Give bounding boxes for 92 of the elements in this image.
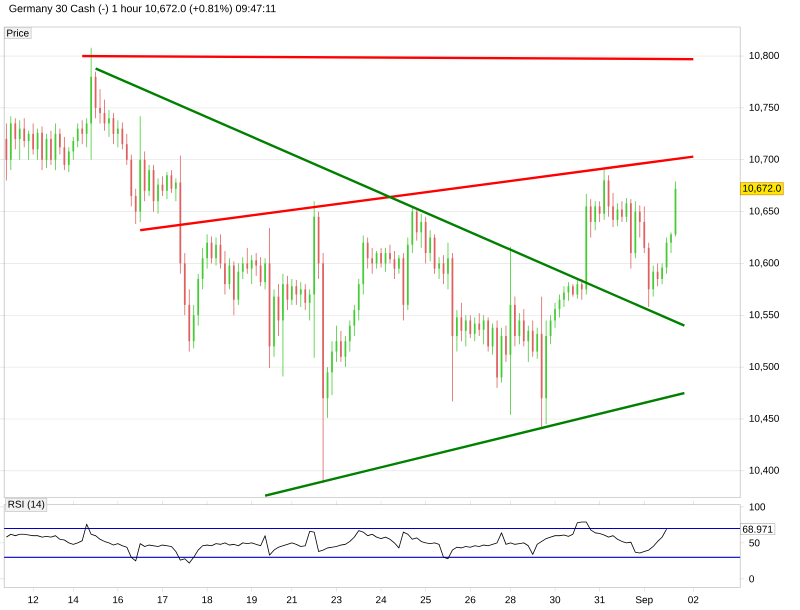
y-tick-label: 10,550 [750,311,779,320]
x-tick-label: 28 [505,596,516,604]
candlestick [572,284,574,298]
candlestick [170,170,172,194]
candlestick [46,134,48,169]
candlestick [505,325,507,362]
y-tick-label: 100 [750,504,766,511]
candlestick [550,315,552,345]
candlestick [398,254,400,274]
candlestick [492,323,494,356]
candlestick [670,232,672,254]
candlestick [206,234,208,270]
x-tick-label: 23 [331,596,342,604]
candlestick [442,254,444,285]
candlestick [59,128,61,156]
candlestick [108,110,110,138]
candlestick [166,172,168,200]
candlestick [661,263,663,285]
x-tick-label: 24 [376,596,386,604]
y-tick-label: 10,700 [750,156,779,164]
x-tick-label: 19 [246,596,257,604]
candlestick [331,340,333,396]
y-tick-label: 10,600 [750,259,779,268]
candlestick [36,128,38,160]
y-tick-label: 10,800 [750,52,779,60]
y-axis-title: Price [7,29,29,37]
candlestick [224,250,226,296]
candlestick [278,284,280,337]
x-tick-label: Sep [636,596,653,606]
candlestick [656,263,659,287]
candlestick [340,330,342,362]
candlestick [376,250,378,270]
candlestick [389,244,391,264]
candlestick [260,256,262,287]
candlestick [104,99,106,132]
candlestick [563,286,565,308]
candlestick [202,248,204,290]
candlestick [336,325,338,362]
candlestick [210,236,212,264]
candlestick [558,294,560,318]
candlestick [344,336,346,368]
candlestick [554,302,556,328]
candlestick [429,230,432,262]
y-tick-label: 10,750 [750,104,779,112]
candlestick [612,192,614,228]
candlestick [438,256,440,280]
candlestick [456,310,458,352]
candlestick [162,176,164,197]
x-tick-label: 26 [465,596,476,604]
x-tick-label: 12 [28,596,38,604]
candlestick [157,178,159,214]
candlestick [394,250,396,280]
y-tick-label: 10,400 [750,466,779,476]
y-tick-label: 10,450 [750,414,779,424]
x-tick-label: 16 [113,596,123,604]
chart-title: Germany 30 Cash (-) 1 hour 10,672.0 (+0.81%) 09:47:11 [9,4,276,14]
x-tick-label: 30 [550,596,560,604]
candlestick [626,198,628,223]
candlestick [112,112,114,145]
x-tick-label: 02 [688,596,698,604]
candlestick [228,258,230,290]
candlestick [5,123,8,182]
candlestick [264,258,266,290]
candlestick [447,242,449,290]
y-tick-label: 10,650 [750,208,779,216]
y-tick-label: 10,500 [750,363,779,372]
candlestick [616,203,618,227]
candlestick [32,123,34,156]
x-tick-label: 25 [420,596,431,604]
y-tick-label: 0 [749,576,754,583]
candlestick [384,248,386,272]
candlestick [148,164,150,197]
candlestick [621,200,623,223]
candlestick [460,302,462,342]
candlestick [50,130,52,166]
candlestick [286,276,288,311]
x-tick-label: 17 [158,596,168,604]
candlestick [174,178,177,202]
x-tick-label: 18 [202,596,212,604]
x-tick-label: 21 [286,596,297,604]
chart-title: RSI (14) [8,500,44,510]
candlestick [568,282,570,302]
candlestick [380,248,382,268]
x-tick-label: 31 [594,596,605,604]
text: 68.971 [742,526,772,533]
text: 10,672.0 [743,184,781,194]
candlestick [215,237,217,266]
candlestick [116,120,119,148]
x-tick-label: 14 [68,596,79,604]
y-tick-label: 50 [749,540,760,547]
candlestick [220,234,222,270]
candlestick [99,88,101,124]
